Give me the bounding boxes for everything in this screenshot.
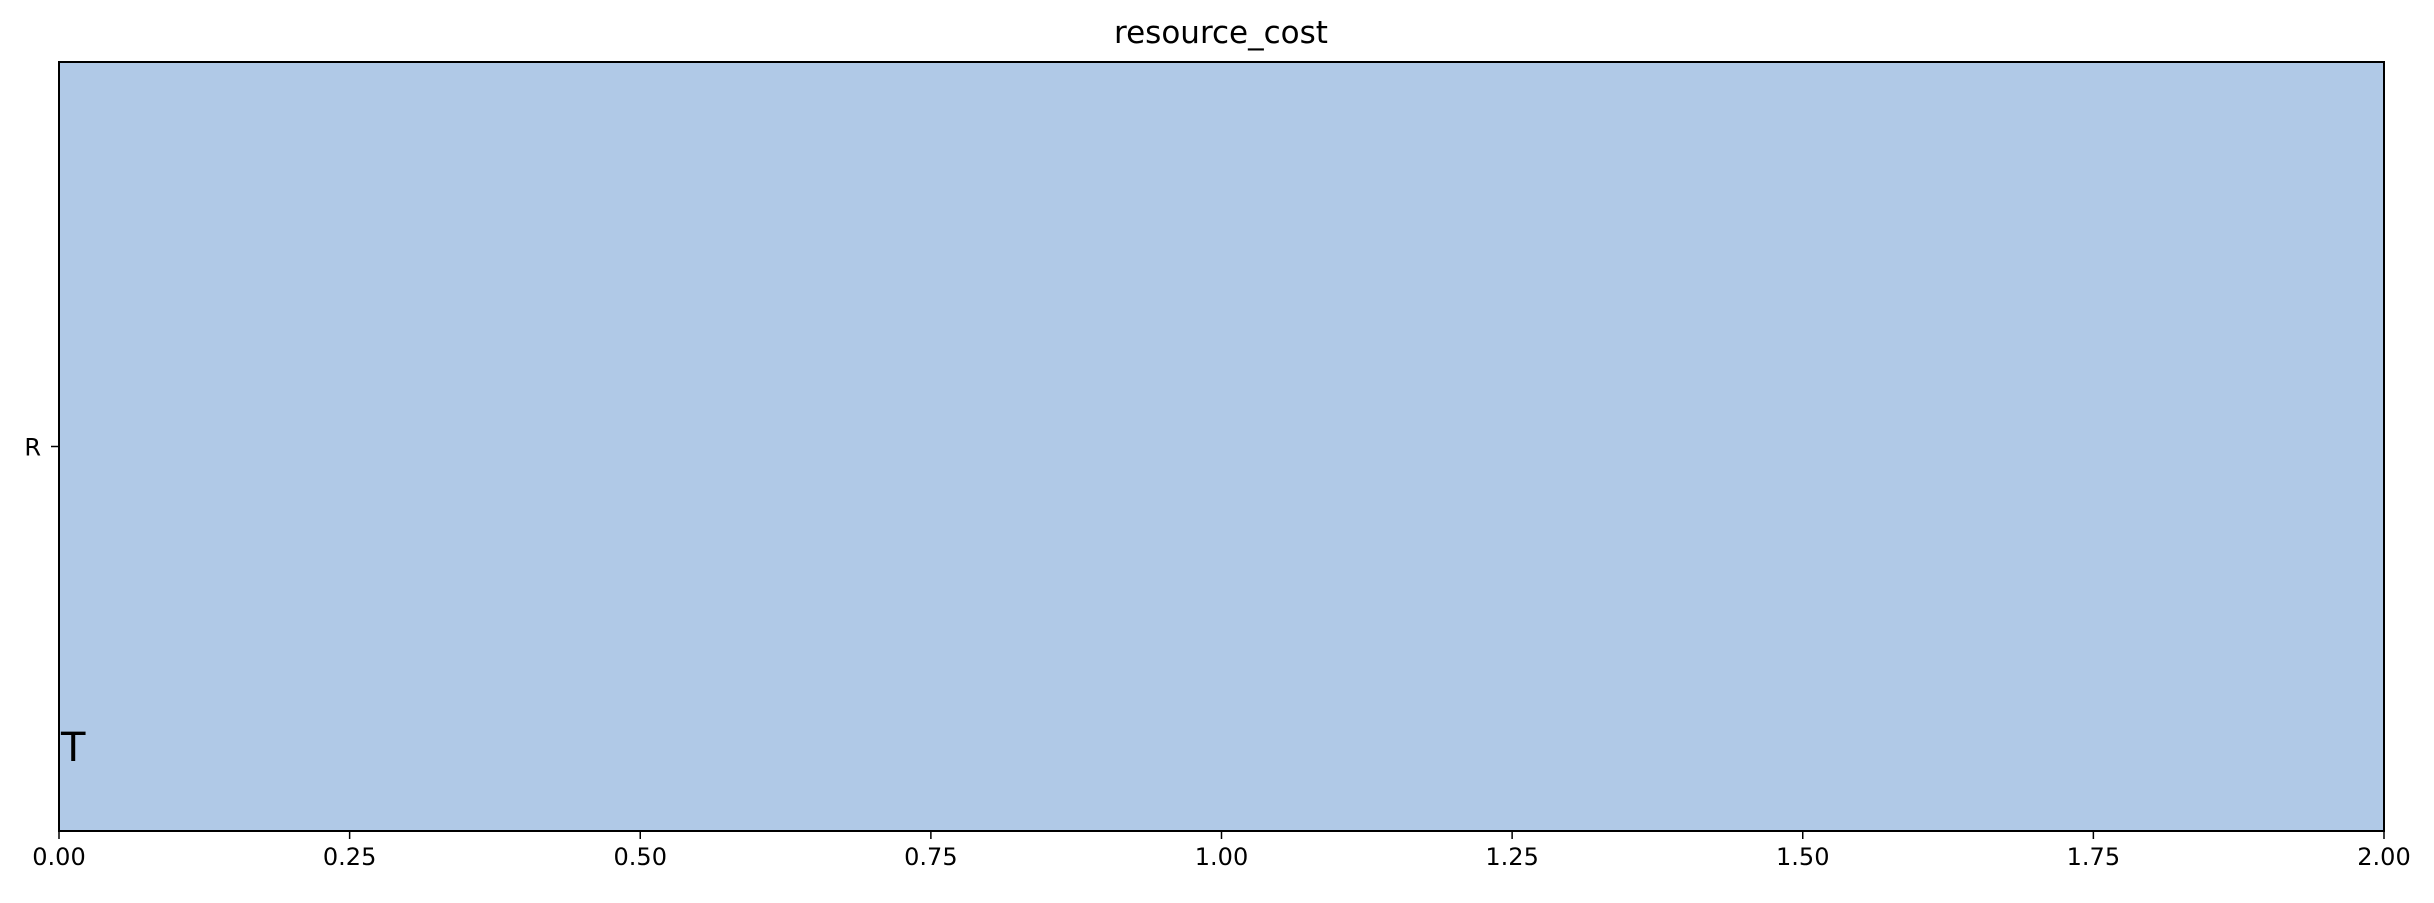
chart-title: resource_cost [1114, 15, 1328, 51]
x-tick-label: 1.75 [2067, 843, 2120, 871]
y-tick-label: R [24, 434, 41, 462]
plot-area: T 0.00 0.25 0.50 0.75 1.00 1.25 1.50 1.75 2.00 R [24, 61, 2411, 871]
x-tick-label: 0.75 [904, 843, 957, 871]
x-tick-label: 1.50 [1776, 843, 1829, 871]
bar-annotation: T [60, 725, 86, 771]
x-tick-label: 2.00 [2357, 843, 2410, 871]
x-tick-label: 0.00 [32, 843, 85, 871]
x-tick-label: 0.50 [614, 843, 667, 871]
x-tick-label: 0.25 [323, 843, 376, 871]
bar [59, 62, 2384, 831]
x-tick-label: 1.25 [1485, 843, 1538, 871]
x-tick-label: 1.00 [1195, 843, 1248, 871]
